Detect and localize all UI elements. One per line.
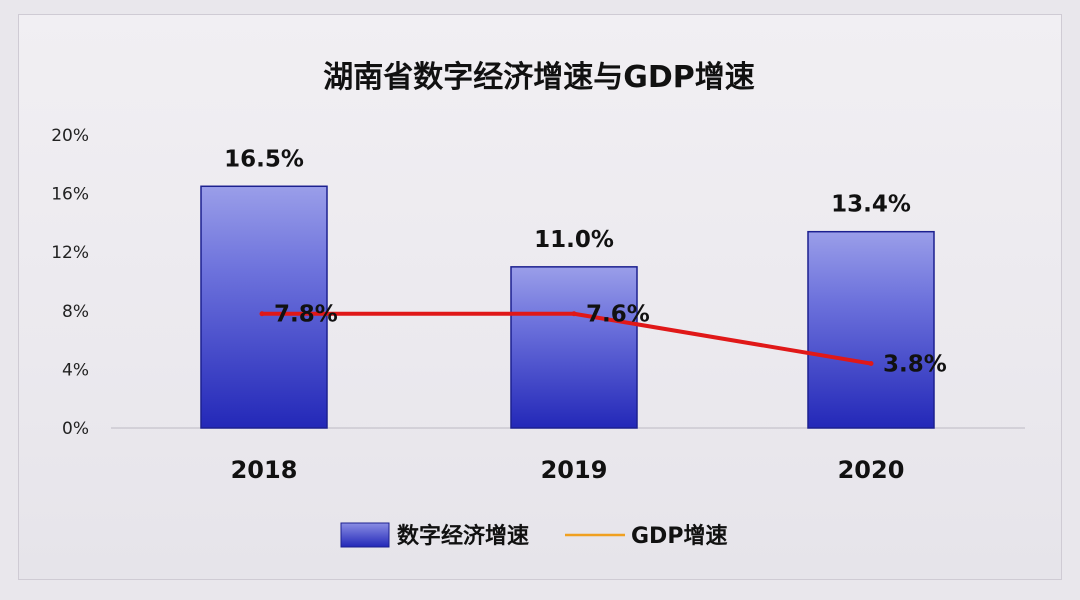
bar-series: 16.5% 11.0% 13.4%	[200, 146, 935, 429]
line-value-label: 7.6%	[586, 302, 650, 328]
chart-title: 湖南省数字经济增速与GDP增速	[323, 60, 755, 95]
y-tick-label: 16%	[51, 185, 89, 205]
line-point	[868, 361, 874, 367]
line-series: 7.8% 7.6% 3.8%	[259, 302, 947, 378]
bar-value-label: 16.5%	[224, 146, 304, 172]
bar-2020	[807, 230, 935, 429]
x-tick-label: 2020	[838, 456, 905, 484]
y-tick-label: 8%	[62, 302, 89, 322]
bar-value-label: 13.4%	[831, 192, 911, 218]
y-tick-label: 0%	[62, 419, 89, 439]
line-point	[571, 311, 577, 317]
x-axis: 2018 2019 2020	[231, 456, 905, 484]
bar-value-label: 11.0%	[534, 227, 614, 253]
legend-bar-label: 数字经济增速	[397, 523, 529, 549]
line-value-label: 7.8%	[274, 302, 338, 328]
y-tick-label: 20%	[51, 126, 89, 146]
bar-2019	[510, 266, 638, 429]
x-tick-label: 2019	[541, 456, 608, 484]
legend-bar-swatch	[340, 522, 390, 548]
legend-line-label: GDP增速	[631, 523, 727, 549]
y-tick-label: 12%	[51, 243, 89, 263]
legend: 数字经济增速 GDP增速	[340, 522, 727, 549]
chart-frame: 湖南省数字经济增速与GDP增速 0% 4% 8% 12% 16% 20% 16.5% 11.…	[18, 14, 1062, 580]
line-value-label: 3.8%	[883, 352, 947, 378]
line-point	[259, 311, 265, 317]
y-tick-label: 4%	[62, 360, 89, 380]
bar-2018	[200, 185, 328, 429]
x-tick-label: 2018	[231, 456, 298, 484]
chart-canvas: 湖南省数字经济增速与GDP增速 0% 4% 8% 12% 16% 20% 16.5% 11.…	[51, 60, 1025, 549]
y-axis: 0% 4% 8% 12% 16% 20%	[51, 126, 89, 439]
